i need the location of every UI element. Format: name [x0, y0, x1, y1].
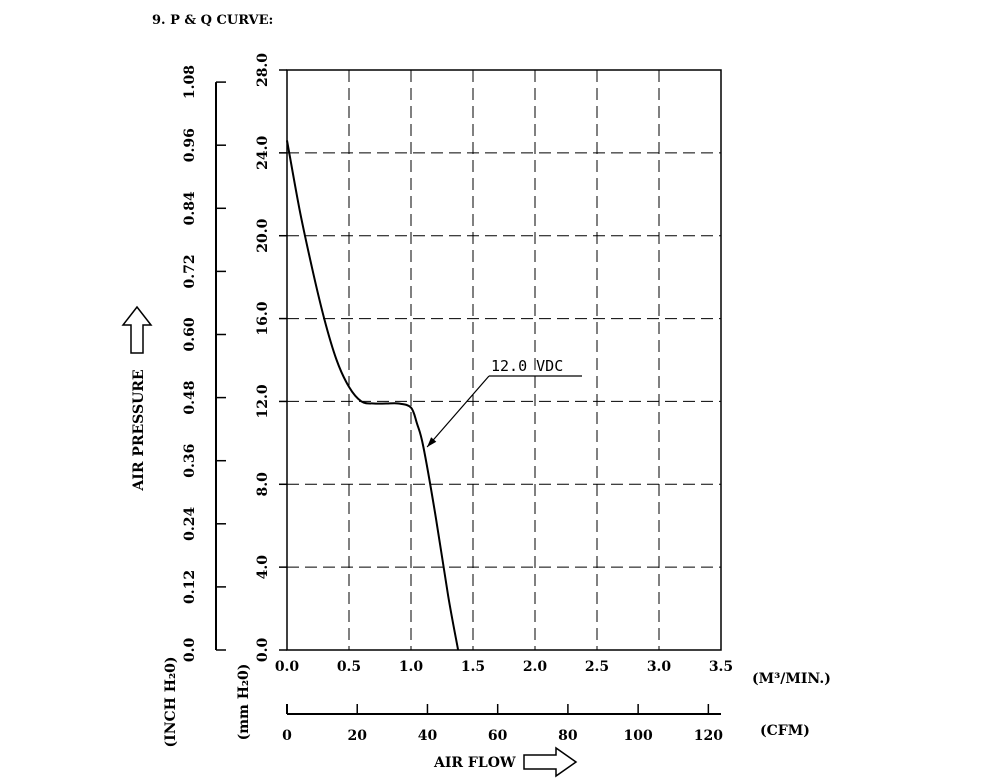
annotation-label: 12.0 VDC: [491, 357, 563, 375]
x-primary-tick-label: 3.0: [647, 659, 672, 675]
y-primary-tick-label: 16.0: [255, 301, 271, 335]
y-secondary-tick-label: 0.96: [182, 128, 198, 162]
x-primary-tick-label: 1.5: [461, 659, 485, 675]
x-primary-unit-label: (M³/MIN.): [752, 671, 831, 687]
chart-heading: 9. P & Q CURVE:: [152, 13, 273, 28]
y-secondary-tick-label: 0.84: [182, 191, 198, 225]
annotation-leader-line: [426, 375, 490, 448]
x-secondary-tick-label: 20: [347, 728, 367, 744]
x-primary-tick-label: 0.5: [337, 659, 361, 675]
x-secondary-tick-label: 80: [558, 728, 578, 744]
x-primary-tick-label: 2.0: [523, 659, 548, 675]
x-primary-tick-label: 0.0: [275, 659, 300, 675]
y-secondary-tick-label: 0.12: [182, 570, 198, 604]
y-primary-tick-label: 8.0: [255, 472, 271, 497]
y-axis-mm-h2o: 0.0 4.0 8.0 12.0 16.0 20.0 24.0 28.0: [255, 53, 287, 662]
x-primary-tick-label: 3.5: [709, 659, 733, 675]
x-axis-cfm: 0 20 40 60 80 100 120: [282, 704, 723, 744]
y-secondary-tick-label: 0.48: [182, 381, 198, 415]
y-axis-inch-h2o: 0.0 0.12 0.24 0.36 0.48 0.60 0.72 0.84 0.96 1.08: [182, 65, 226, 662]
plot-frame: [286, 69, 722, 651]
y-primary-tick-label: 24.0: [255, 136, 271, 170]
x-secondary-tick-label: 40: [418, 728, 438, 744]
up-arrow-icon: [121, 305, 153, 354]
series-annotation: 12.0 VDC: [426, 357, 582, 448]
annotation-arrowhead: [427, 437, 437, 447]
x-axis-title-group: AIR FLOW: [433, 746, 578, 778]
y-secondary-tick-label: 0.0: [182, 638, 198, 663]
y-primary-tick-label: 20.0: [255, 218, 271, 252]
x-secondary-tick-label: 120: [694, 728, 723, 744]
y-secondary-tick-label: 0.36: [182, 444, 198, 478]
x-secondary-tick-label: 0: [282, 728, 292, 744]
x-secondary-unit-label: (CFM): [760, 723, 810, 739]
x-secondary-tick-label: 100: [624, 728, 653, 744]
y-secondary-tick-label: 0.60: [182, 317, 198, 351]
y-primary-tick-label: 4.0: [255, 555, 271, 580]
x-axis-title: AIR FLOW: [433, 755, 516, 771]
y-primary-tick-label: 28.0: [255, 53, 271, 87]
x-secondary-tick-label: 60: [488, 728, 508, 744]
right-arrow-icon: [523, 746, 578, 778]
x-primary-tick-label: 1.0: [399, 659, 424, 675]
y-secondary-unit-label: (INCH H₂0): [163, 657, 179, 748]
y-secondary-tick-label: 0.24: [182, 506, 198, 540]
x-axis-m3-min: 0.0 0.5 1.0 1.5 2.0 2.5 3.0 3.5: [275, 659, 733, 675]
y-secondary-tick-label: 0.72: [182, 254, 198, 288]
y-secondary-tick-label: 1.08: [182, 65, 198, 99]
y-primary-tick-label: 0.0: [255, 638, 271, 663]
y-primary-tick-label: 12.0: [255, 384, 271, 418]
grid-lines: [287, 70, 721, 650]
y-axis-title-group: AIR PRESSURE: [121, 305, 153, 492]
x-primary-tick-label: 2.5: [585, 659, 609, 675]
series-line-12vdc: [286, 140, 460, 651]
y-axis-title: AIR PRESSURE: [131, 369, 147, 491]
y-primary-unit-label: (mm H₂0): [236, 664, 252, 741]
